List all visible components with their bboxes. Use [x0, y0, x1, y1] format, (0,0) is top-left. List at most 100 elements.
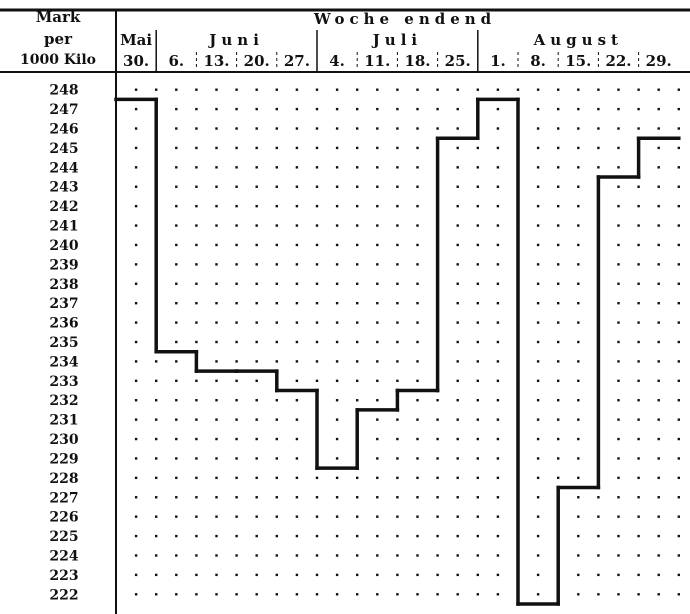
grid-dot: [335, 534, 339, 538]
grid-dot: [356, 146, 359, 150]
grid-dot: [617, 457, 620, 460]
grid-dot: [536, 593, 540, 596]
grid-dot: [275, 282, 278, 285]
grid-dot: [235, 321, 238, 324]
grid-dot: [376, 282, 379, 285]
grid-dot: [577, 88, 580, 91]
grid-dot: [597, 166, 600, 169]
grid-dot: [275, 340, 278, 344]
grid-dot: [235, 496, 238, 499]
grid-dot: [496, 476, 500, 480]
grid-dot: [335, 593, 339, 596]
week-label: 11.: [364, 52, 390, 70]
grid-dot: [255, 263, 258, 266]
grid-dot: [215, 515, 218, 518]
grid-dot: [436, 88, 439, 91]
grid-dot: [356, 204, 359, 208]
grid-dot: [295, 263, 299, 266]
grid-dot: [577, 418, 580, 421]
grid-dot: [436, 593, 439, 596]
grid-dot: [356, 554, 359, 557]
grid-dot: [456, 515, 459, 518]
grid-dot: [577, 476, 580, 480]
grid-dot: [416, 166, 419, 169]
grid-dot: [476, 224, 479, 227]
grid-dot: [677, 340, 680, 344]
grid-dot: [255, 457, 258, 460]
grid-dot: [677, 437, 680, 441]
grid-dot: [617, 107, 620, 111]
grid-dot: [335, 263, 339, 266]
grid-dot: [557, 457, 560, 460]
grid-dot: [416, 321, 419, 324]
grid-dot: [577, 496, 580, 499]
grid-dot: [657, 573, 660, 577]
grid-dot: [175, 224, 178, 227]
grid-dot: [597, 496, 600, 499]
grid-dot: [175, 515, 178, 518]
grid-dot: [637, 301, 640, 305]
grid-dot: [677, 127, 680, 130]
y-tick-label: 235: [49, 335, 78, 351]
grid-dot: [295, 496, 299, 499]
grid-dot: [134, 243, 138, 247]
grid-dot: [456, 476, 459, 480]
grid-dot: [496, 88, 500, 91]
grid-dot: [275, 204, 278, 208]
grid-dot: [335, 243, 339, 247]
grid-dot: [155, 457, 158, 460]
grid-dot: [215, 340, 218, 344]
y-tick-label: 241: [49, 219, 78, 235]
y-unit-label-1: Mark: [36, 8, 81, 26]
grid-dot: [315, 146, 319, 150]
grid-dot: [536, 437, 540, 441]
grid-dot: [356, 534, 359, 538]
grid-dot: [315, 107, 319, 111]
grid-dot: [657, 88, 660, 91]
grid-dot: [195, 107, 198, 111]
grid-dot: [315, 534, 319, 538]
grid-dot: [557, 166, 560, 169]
y-tick-label: 224: [49, 548, 78, 564]
grid-dot: [597, 146, 600, 150]
grid-dot: [456, 593, 459, 596]
grid-dot: [436, 496, 439, 499]
grid-dot: [456, 457, 459, 460]
grid-dot: [637, 127, 640, 130]
grid-dot: [134, 593, 138, 596]
grid-dot: [476, 554, 479, 557]
grid-dot: [155, 573, 158, 577]
grid-dot: [396, 166, 399, 169]
grid-dot: [376, 107, 379, 111]
y-tick-label: 222: [49, 587, 78, 603]
grid-dot: [456, 340, 459, 344]
grid-dot: [356, 379, 359, 383]
grid-dot: [577, 282, 580, 285]
grid-dot: [557, 88, 560, 91]
grid-dot: [175, 166, 178, 169]
grid-dot: [637, 476, 640, 480]
grid-dot: [416, 515, 419, 518]
grid-dot: [295, 476, 299, 480]
grid-dot: [215, 263, 218, 266]
y-tick-label: 236: [49, 316, 78, 332]
grid-dot: [295, 321, 299, 324]
grid-dot: [496, 515, 500, 518]
grid-dot: [255, 243, 258, 247]
grid-dot: [557, 146, 560, 150]
grid-dot: [456, 437, 459, 441]
grid-dot: [134, 515, 138, 518]
grid-dot: [396, 282, 399, 285]
grid-dot: [275, 573, 278, 577]
grid-dot: [677, 166, 680, 169]
grid-dot: [335, 476, 339, 480]
grid-dot: [637, 593, 640, 596]
grid-dot: [295, 515, 299, 518]
grid-dot: [215, 399, 218, 402]
grid-dot: [295, 224, 299, 227]
grid-dot: [416, 146, 419, 150]
grid-dot: [376, 88, 379, 91]
grid-dot: [315, 166, 319, 169]
grid-dot: [657, 534, 660, 538]
